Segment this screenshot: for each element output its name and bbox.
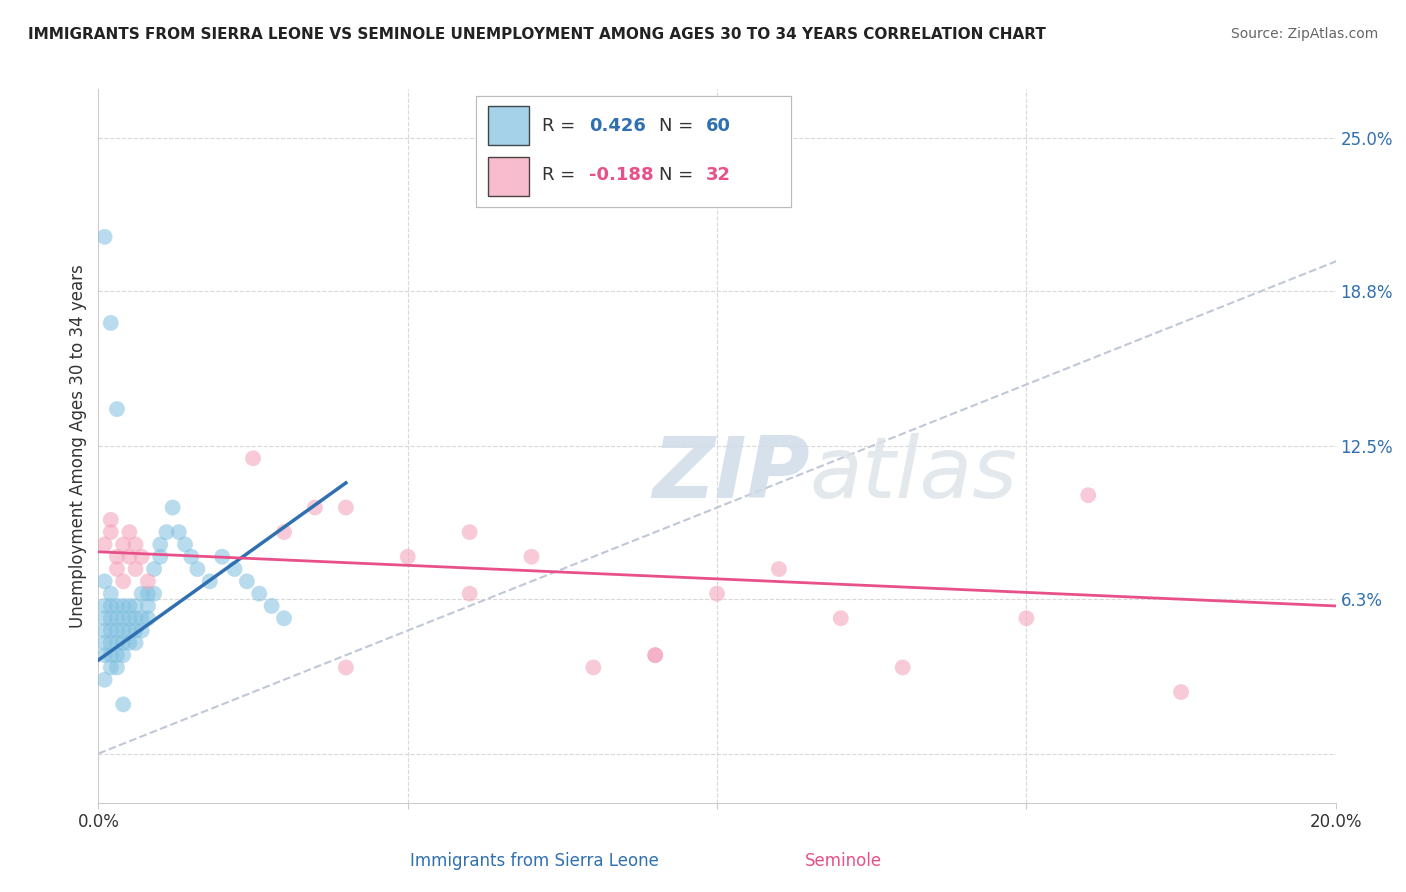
Point xyxy=(706,587,728,601)
Point xyxy=(273,525,295,540)
Point xyxy=(131,611,153,625)
Point xyxy=(124,537,146,551)
Point xyxy=(335,660,357,674)
Point xyxy=(131,624,153,638)
Point xyxy=(112,636,135,650)
Point xyxy=(118,611,141,625)
Point xyxy=(105,599,128,613)
Point xyxy=(143,587,166,601)
Point xyxy=(93,636,115,650)
Point xyxy=(131,587,153,601)
Point xyxy=(105,636,128,650)
Point xyxy=(1170,685,1192,699)
Point xyxy=(155,525,177,540)
Point xyxy=(93,648,115,662)
Point xyxy=(100,513,122,527)
Point xyxy=(1015,611,1038,625)
Point xyxy=(100,599,122,613)
Point xyxy=(396,549,419,564)
Point xyxy=(136,611,159,625)
Point xyxy=(520,549,543,564)
Text: Seminole: Seminole xyxy=(806,852,882,870)
Point xyxy=(105,648,128,662)
Point xyxy=(93,624,115,638)
Point xyxy=(105,402,128,417)
Point xyxy=(124,611,146,625)
Point xyxy=(124,624,146,638)
Point xyxy=(112,648,135,662)
Point xyxy=(100,660,122,674)
Point xyxy=(112,611,135,625)
Point xyxy=(273,611,295,625)
Point xyxy=(458,525,481,540)
Point xyxy=(118,549,141,564)
Point xyxy=(112,698,135,712)
Point xyxy=(830,611,852,625)
Point xyxy=(768,562,790,576)
Point xyxy=(100,525,122,540)
Point xyxy=(180,549,202,564)
Point xyxy=(143,562,166,576)
Text: IMMIGRANTS FROM SIERRA LEONE VS SEMINOLE UNEMPLOYMENT AMONG AGES 30 TO 34 YEARS : IMMIGRANTS FROM SIERRA LEONE VS SEMINOLE… xyxy=(28,27,1046,42)
Point xyxy=(335,500,357,515)
Point xyxy=(93,230,115,244)
Point xyxy=(118,599,141,613)
Point xyxy=(260,599,283,613)
Point xyxy=(100,624,122,638)
Point xyxy=(105,549,128,564)
Point xyxy=(93,673,115,687)
Point xyxy=(112,574,135,589)
Point xyxy=(644,648,666,662)
Point xyxy=(124,636,146,650)
Point xyxy=(1077,488,1099,502)
Point xyxy=(891,660,914,674)
Point xyxy=(304,500,326,515)
Point xyxy=(162,500,184,515)
Point xyxy=(124,599,146,613)
Text: atlas: atlas xyxy=(810,433,1018,516)
Point xyxy=(644,648,666,662)
Point xyxy=(105,611,128,625)
Point xyxy=(136,599,159,613)
Point xyxy=(124,562,146,576)
Point xyxy=(211,549,233,564)
Point xyxy=(118,624,141,638)
Point xyxy=(118,525,141,540)
Point xyxy=(136,587,159,601)
Point xyxy=(236,574,259,589)
Point xyxy=(93,574,115,589)
Y-axis label: Unemployment Among Ages 30 to 34 years: Unemployment Among Ages 30 to 34 years xyxy=(69,264,87,628)
Point xyxy=(100,316,122,330)
Point xyxy=(224,562,246,576)
Point xyxy=(100,648,122,662)
Point xyxy=(93,611,115,625)
Point xyxy=(100,611,122,625)
Point xyxy=(136,574,159,589)
Text: Immigrants from Sierra Leone: Immigrants from Sierra Leone xyxy=(409,852,659,870)
Text: ZIP: ZIP xyxy=(652,433,810,516)
Point xyxy=(100,636,122,650)
Point xyxy=(198,574,221,589)
Point xyxy=(112,624,135,638)
Point xyxy=(131,549,153,564)
Point xyxy=(242,451,264,466)
Point xyxy=(105,624,128,638)
Point xyxy=(247,587,270,601)
Point xyxy=(105,562,128,576)
Point xyxy=(582,660,605,674)
Point xyxy=(149,537,172,551)
Point xyxy=(105,660,128,674)
Point xyxy=(93,599,115,613)
Point xyxy=(186,562,208,576)
Point xyxy=(458,587,481,601)
Point xyxy=(118,636,141,650)
Point xyxy=(112,537,135,551)
Point xyxy=(100,587,122,601)
Point xyxy=(93,537,115,551)
Point xyxy=(167,525,190,540)
Point xyxy=(112,599,135,613)
Point xyxy=(174,537,197,551)
Text: Source: ZipAtlas.com: Source: ZipAtlas.com xyxy=(1230,27,1378,41)
Point xyxy=(149,549,172,564)
